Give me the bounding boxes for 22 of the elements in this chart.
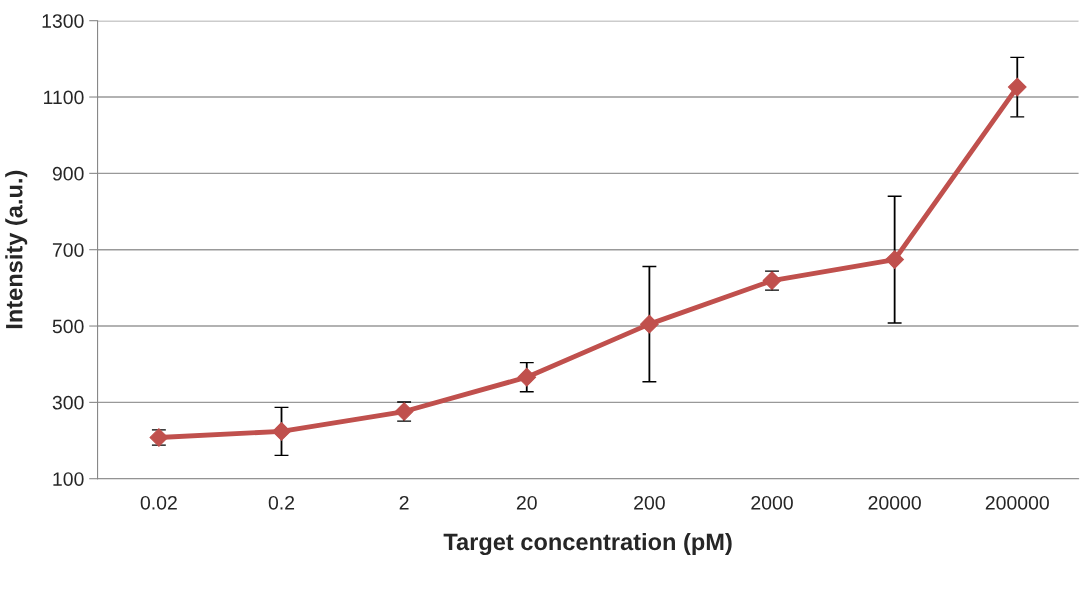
point [1007, 77, 1027, 97]
point [640, 314, 659, 334]
y-tick-label: 500 [52, 319, 84, 334]
x-tick-label: 0.02 [140, 495, 177, 510]
x-axis-title: Target concentration (pM) [443, 532, 732, 556]
x-tick-label: 20000 [868, 495, 921, 510]
point [272, 422, 291, 441]
y-tick-label: 300 [52, 395, 84, 410]
y-tick-label: 1300 [42, 14, 84, 28]
y-axis-title: Intensity (a.u.) [5, 170, 28, 329]
y-tick-label: 900 [52, 166, 84, 181]
x-tick-label: 2 [399, 495, 409, 510]
x-tick-label: 200 [634, 495, 665, 510]
x-tick-label: 200000 [985, 495, 1049, 510]
x-tick-label: 20 [516, 495, 537, 510]
y-tick-label: 1100 [44, 90, 84, 105]
y-tick-label: 700 [52, 243, 84, 257]
y-tick-label: 100 [53, 472, 84, 486]
point [517, 367, 537, 387]
x-tick-label: 2000 [751, 495, 793, 510]
point [885, 250, 904, 269]
x-tick-label: 0.2 [268, 495, 295, 510]
